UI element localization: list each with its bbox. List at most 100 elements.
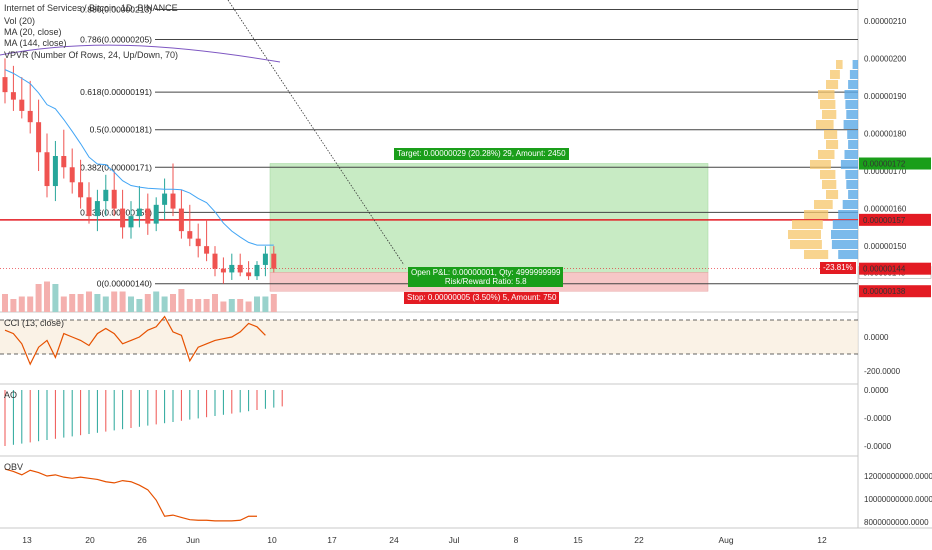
candle-body	[170, 193, 176, 209]
fib-level-label: 0.382(0.00000171)	[80, 162, 152, 172]
time-tick-label: Jul	[449, 535, 460, 545]
cci-band	[0, 320, 858, 354]
trend-line	[227, 0, 405, 266]
time-tick-label: Aug	[718, 535, 733, 545]
cci-line	[4, 315, 266, 366]
volume-bar	[228, 299, 235, 312]
price-badge-label: 0.00000172	[863, 160, 906, 169]
candle-body	[44, 152, 50, 187]
price-tick-label: 0.00000180	[864, 129, 907, 138]
time-tick-label: 15	[573, 535, 583, 545]
volume-bar	[153, 291, 160, 312]
volume-bar	[178, 289, 185, 312]
vpvr-bar-up	[822, 180, 837, 189]
vpvr-bar-up	[826, 140, 839, 149]
vpvr-bar-down	[849, 70, 858, 79]
candle-body	[187, 231, 193, 239]
candle-body	[212, 253, 218, 269]
vpvr-bar-up	[788, 230, 821, 239]
candle-body	[94, 201, 100, 217]
vpvr-bar-down	[832, 220, 858, 229]
vpvr-bar-up	[814, 200, 833, 209]
vpvr-bar-down	[844, 90, 858, 99]
volume-bar	[77, 294, 84, 312]
volume-bar	[195, 299, 202, 312]
time-tick-label: 26	[137, 535, 147, 545]
volume-bar	[94, 294, 101, 312]
fib-level-label: 0.786(0.00000205)	[80, 35, 152, 45]
vpvr-bar-up	[804, 250, 829, 259]
candle-body	[78, 182, 84, 198]
vpvr-bar-up	[818, 90, 835, 99]
time-tick-label: 24	[389, 535, 399, 545]
volume-bar	[128, 296, 134, 312]
ao-tick-label: 0.0000	[864, 386, 889, 395]
price-badge-label: 0.00000138	[863, 287, 906, 296]
time-tick-label: 20	[85, 535, 95, 545]
vpvr-bar-down	[846, 110, 858, 119]
volume-bar	[245, 301, 252, 312]
candle-body	[145, 208, 151, 224]
volume-bar	[111, 291, 118, 312]
legend-ma20: MA (20, close)	[4, 27, 62, 37]
vpvr-bar-down	[848, 80, 858, 89]
vpvr-bar-up	[792, 220, 823, 229]
vpvr-bar-down	[840, 160, 858, 169]
volume-bar	[203, 299, 210, 312]
volume-bar	[144, 294, 151, 312]
candle-body	[19, 99, 25, 111]
volume-bar	[254, 296, 260, 312]
price-tick-label: 0.00000200	[864, 54, 907, 63]
candle-body	[237, 264, 243, 273]
time-tick-label: 12	[817, 535, 827, 545]
volume-bar	[262, 296, 269, 312]
obv-tick-label: 10000000000.0000	[864, 495, 932, 504]
candle-body	[10, 92, 16, 100]
candle-body	[254, 264, 260, 277]
vpvr-bar-down	[852, 60, 858, 69]
obv-tick-label: 12000000000.0000	[864, 472, 932, 481]
vpvr-bar-down	[848, 190, 858, 199]
candle-body	[86, 197, 92, 217]
candle-body	[103, 189, 109, 202]
volume-bar	[52, 284, 59, 312]
ma20-line	[4, 69, 274, 246]
vpvr-bar-up	[822, 110, 837, 119]
ma144-line	[0, 44, 281, 63]
current-price-badge-label: 0.00000144	[863, 265, 906, 274]
price-badge	[859, 157, 931, 170]
volume-bar	[69, 294, 76, 312]
volume-bar	[35, 284, 42, 312]
target-zone	[269, 163, 709, 273]
legend-cci: CCI (13, close)	[4, 318, 65, 328]
vpvr-bar-down	[842, 200, 858, 209]
candle-body	[111, 189, 117, 209]
vpvr-bar-up	[836, 60, 843, 69]
vpvr-bar-down	[838, 210, 858, 219]
obv-line	[4, 468, 257, 522]
vpvr-bar-up	[818, 150, 835, 159]
candle-body	[204, 246, 210, 254]
volume-bar	[60, 296, 67, 312]
candle-body	[246, 272, 252, 277]
fib-level-label: 0(0.00000140)	[97, 279, 152, 289]
ao-tick-label: -0.0000	[864, 414, 892, 423]
volume-bar	[102, 296, 109, 312]
vpvr-bar-down	[846, 180, 858, 189]
open-pnl-label: Open P&L: 0.00000001, Qty: 4999999999 Ri…	[408, 267, 564, 287]
volume-bar	[44, 281, 50, 312]
time-tick-label: 10	[267, 535, 277, 545]
candle-body	[162, 193, 168, 205]
vpvr-bar-down	[831, 230, 858, 239]
vpvr-bar-up	[810, 160, 831, 169]
change-badge: -23.81%	[820, 262, 856, 274]
candle-body	[27, 110, 33, 123]
time-tick-label: 8	[514, 535, 519, 545]
volume-bar	[27, 296, 34, 312]
price-tick-label: 0.00000210	[864, 17, 907, 26]
candle-body	[271, 253, 277, 269]
volume-bar	[170, 294, 176, 312]
vpvr-bar-up	[816, 120, 834, 129]
legend-ma144: MA (144, close)	[4, 38, 67, 48]
